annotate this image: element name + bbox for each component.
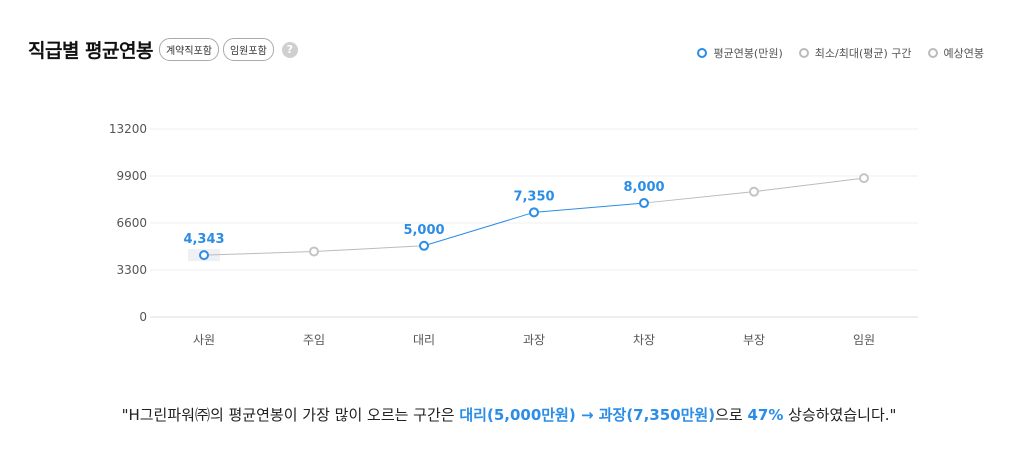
y-tick-label: 9900 bbox=[116, 169, 147, 183]
summary-highlight-range: 대리(5,000만원) → 과장(7,350만원) bbox=[459, 406, 716, 424]
data-label: 4,343 bbox=[183, 232, 224, 247]
expected-point bbox=[749, 186, 759, 197]
legend-item-range[interactable]: 최소/최대(평균) 구간 bbox=[798, 45, 912, 61]
legend-label: 예상연봉 bbox=[943, 47, 984, 60]
average-line-segment bbox=[533, 202, 645, 213]
page-title: 직급별 평균연봉 bbox=[28, 40, 153, 62]
average-point bbox=[529, 207, 539, 218]
legend-item-average[interactable]: 평균연봉(만원) bbox=[697, 45, 783, 61]
average-point bbox=[639, 198, 649, 209]
summary-text: "H그린파워㈜의 평균연봉이 가장 많이 오르는 구간은 대리(5,000만원)… bbox=[0, 404, 1018, 425]
y-tick-label: 0 bbox=[139, 310, 147, 324]
data-label: 5,000 bbox=[403, 223, 444, 238]
expected-line-segment bbox=[643, 191, 755, 204]
chart-legend: 평균연봉(만원) 최소/최대(평균) 구간 예상연봉 bbox=[681, 45, 984, 61]
x-tick-label: 과장 bbox=[523, 333, 545, 347]
legend-item-expected[interactable]: 예상연봉 bbox=[927, 45, 984, 61]
expected-point bbox=[859, 173, 869, 184]
legend-circle-icon bbox=[798, 48, 809, 58]
x-tick-label: 대리 bbox=[413, 333, 435, 347]
legend-label: 평균연봉(만원) bbox=[713, 47, 783, 60]
chart-header: 직급별 평균연봉 계약직포함 임원포함 ? bbox=[28, 36, 298, 63]
legend-circle-icon bbox=[927, 48, 938, 58]
data-label: 7,350 bbox=[513, 189, 554, 204]
x-tick-label: 임원 bbox=[853, 333, 875, 347]
summary-prefix: "H그린파워㈜의 평균연봉이 가장 많이 오르는 구간은 bbox=[121, 406, 460, 424]
summary-suffix: 상승하였습니다." bbox=[783, 406, 897, 424]
y-tick-label: 6600 bbox=[116, 216, 147, 230]
legend-circle-icon bbox=[697, 48, 708, 58]
chip-executive-included[interactable]: 임원포함 bbox=[222, 38, 274, 61]
y-tick-label: 13200 bbox=[109, 122, 147, 136]
y-tick-label: 3300 bbox=[116, 263, 147, 277]
legend-label: 최소/최대(평균) 구간 bbox=[814, 47, 912, 60]
summary-mid: 으로 bbox=[715, 406, 748, 424]
summary-highlight-percent: 47% bbox=[747, 406, 784, 424]
data-label: 8,000 bbox=[623, 180, 664, 195]
expected-point bbox=[309, 246, 319, 257]
help-icon[interactable]: ? bbox=[281, 41, 298, 58]
expected-line-segment bbox=[753, 177, 865, 193]
x-tick-label: 부장 bbox=[743, 333, 765, 347]
average-point bbox=[419, 240, 429, 251]
expected-line-segment bbox=[313, 245, 425, 252]
salary-line-chart: 0 3300 6600 9900 13200 사원 주임 대리 과장 차장 부장 임원 4,343 5,0… bbox=[109, 122, 918, 347]
chip-contract-included[interactable]: 계약직포함 bbox=[158, 38, 219, 61]
x-tick-label: 주임 bbox=[303, 333, 325, 347]
expected-line-segment bbox=[203, 250, 315, 256]
average-line-segment bbox=[423, 211, 535, 247]
average-point bbox=[199, 250, 209, 261]
x-tick-label: 차장 bbox=[633, 333, 655, 347]
x-tick-label: 사원 bbox=[193, 333, 215, 347]
